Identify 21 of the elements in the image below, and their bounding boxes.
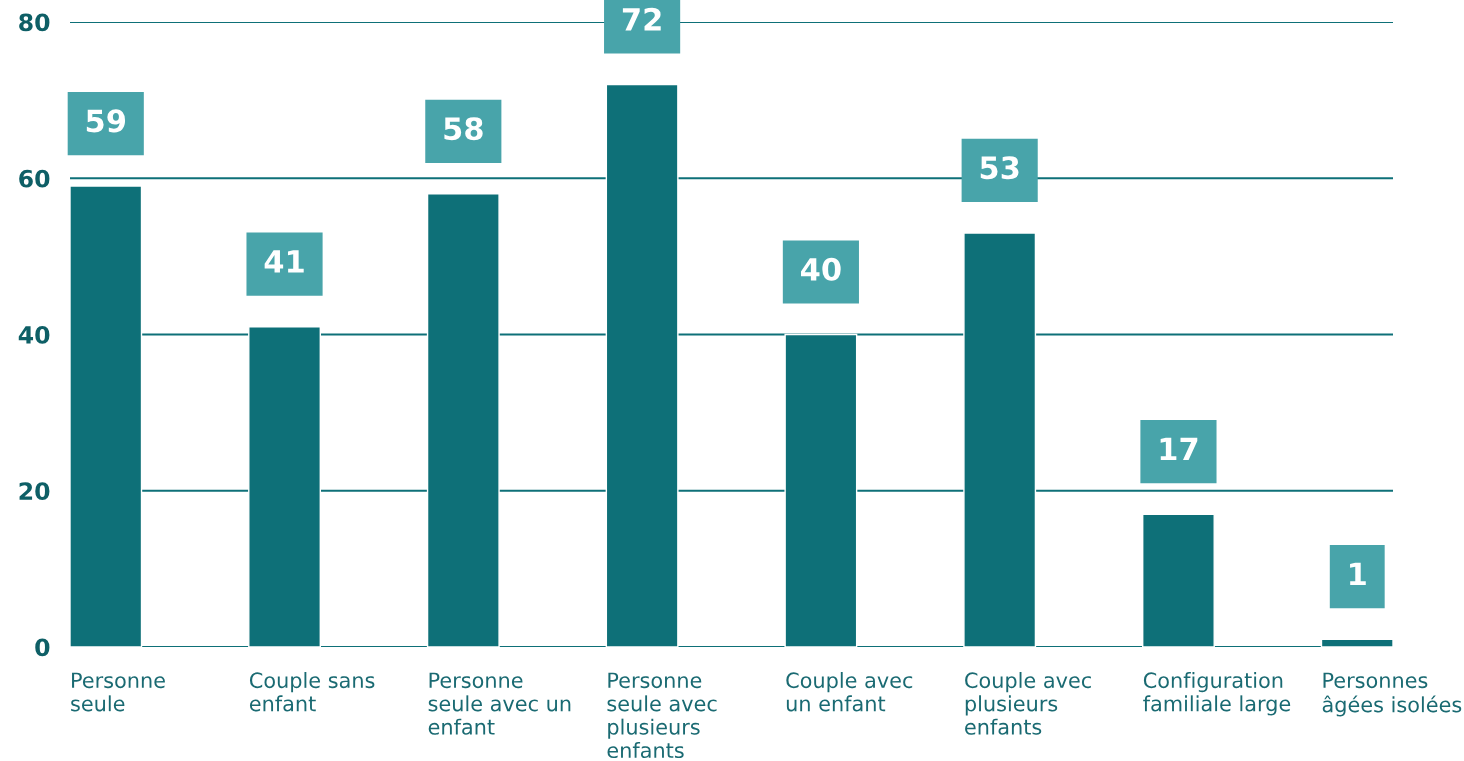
y-tick-label: 80	[19, 13, 50, 32]
data-label: 59	[86, 109, 126, 133]
data-label: 41	[264, 250, 304, 273]
y-tick-label: 0	[35, 638, 50, 657]
data-label: 58	[444, 117, 483, 141]
x-tick-label: Personnes âgées isolées	[1322, 672, 1462, 717]
x-tick-label: Personne seule	[71, 672, 165, 712]
x-tick-label: Personne seule avec un enfant	[428, 672, 571, 735]
data-label: 72	[622, 7, 661, 31]
data-label: 40	[801, 257, 841, 281]
x-tick-label: Couple avec un enfant	[786, 672, 913, 712]
x-tick-label: Couple sans enfant	[249, 672, 375, 712]
data-label: 1	[1350, 562, 1366, 586]
y-tick-label: 20	[19, 482, 50, 501]
x-tick-label: Personne seule avec plusieurs enfants	[607, 672, 717, 759]
y-tick-label: 40	[18, 325, 50, 344]
y-tick-label: 60	[19, 169, 50, 188]
data-label: 53	[980, 156, 1019, 180]
data-label: 17	[1160, 437, 1198, 461]
x-tick-label: Configuration familiale large	[1143, 672, 1291, 716]
x-tick-label: Couple avec plusieurs enfants	[965, 672, 1091, 735]
